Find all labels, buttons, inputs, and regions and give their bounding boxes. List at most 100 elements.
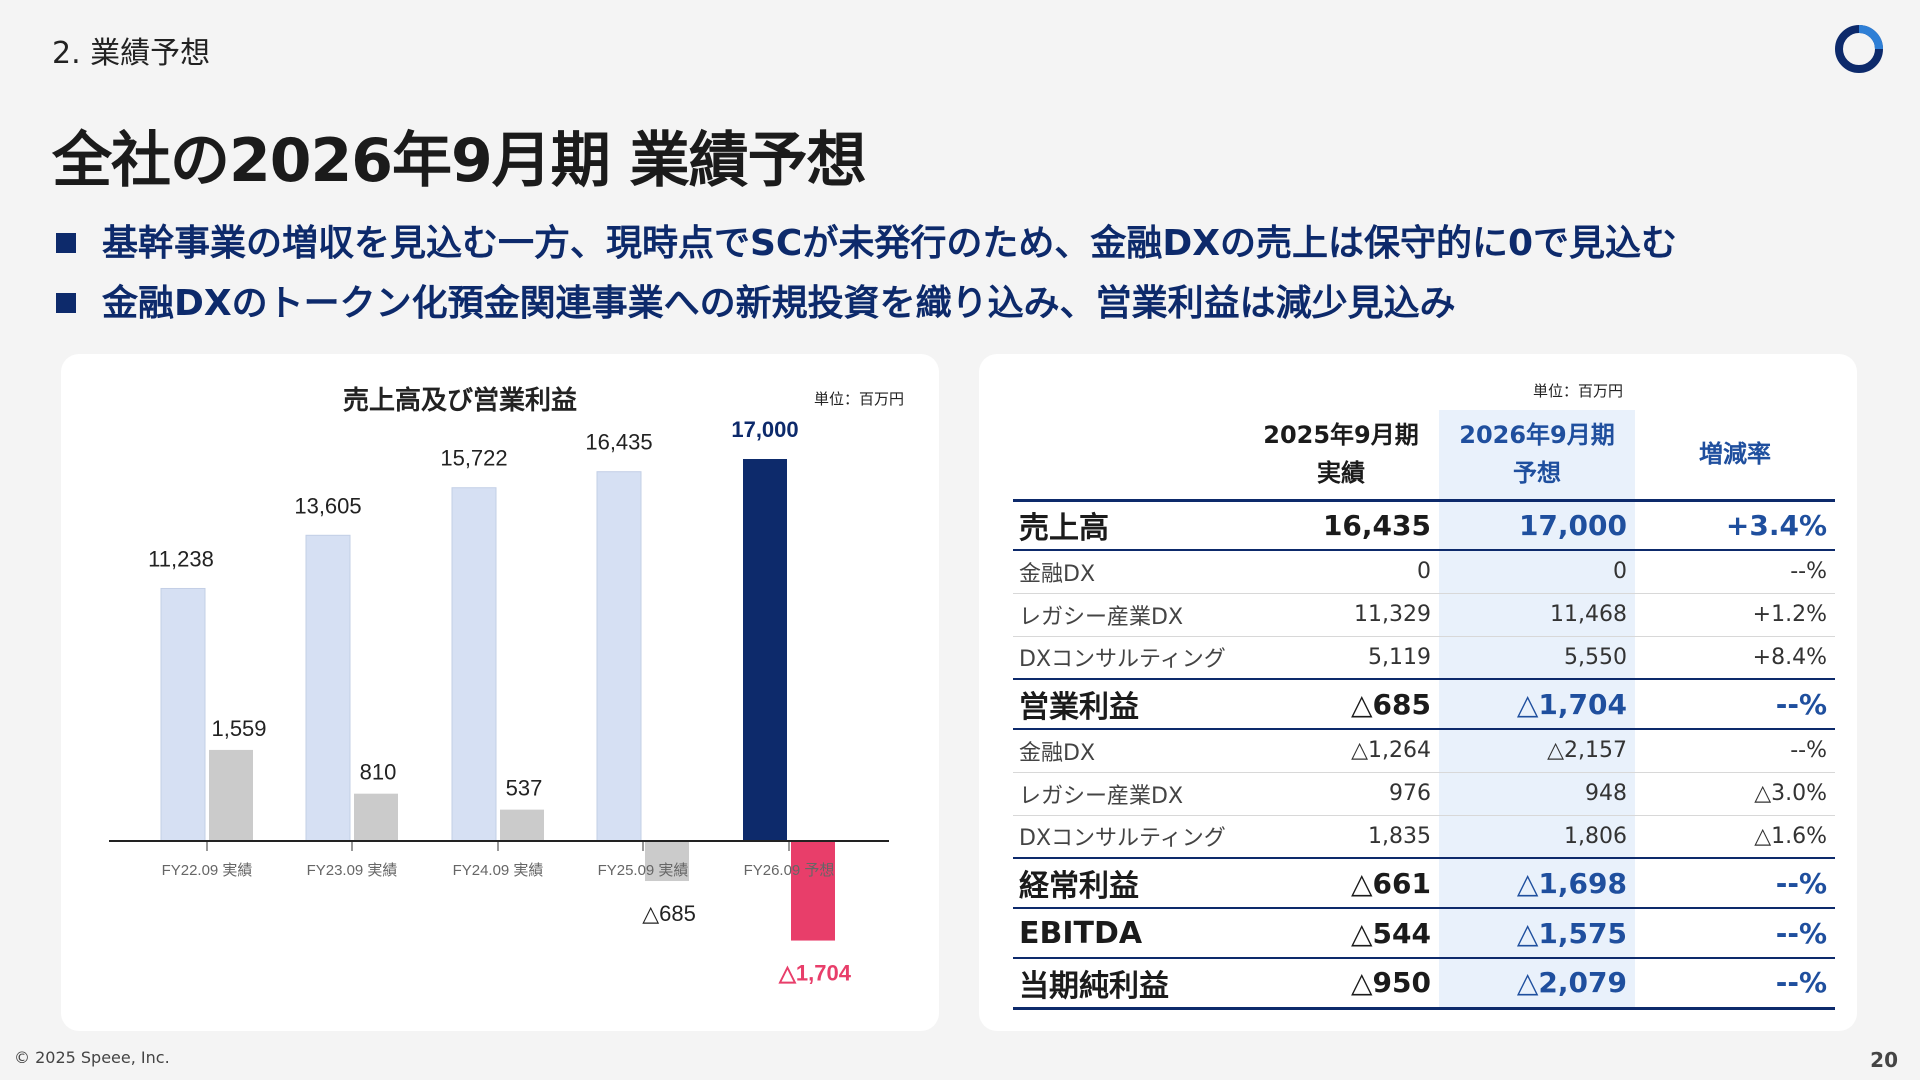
row-label: 売上高 [1013, 498, 1243, 551]
cell-fy2026: 1,806 [1439, 815, 1635, 859]
square-bullet-icon [56, 293, 76, 313]
cell-fy2025: △544 [1243, 908, 1439, 959]
table-row: DXコンサルティング 5,119 5,550 +8.4% [1013, 636, 1835, 680]
row-label: 金融DX [1013, 729, 1243, 773]
chart-unit-label: 単位：百万円 [814, 390, 905, 408]
cell-fy2025: 0 [1243, 550, 1439, 594]
x-axis-tick-label: FY23.09 実績 [307, 862, 398, 879]
cell-rate: +1.2% [1635, 593, 1835, 637]
cell-fy2026: 11,468 [1439, 593, 1635, 637]
chart-panel: 売上高及び営業利益 単位：百万円 11,238 1,559 FY22.09 実績 13… [61, 354, 939, 1031]
cell-fy2026: 0 [1439, 550, 1635, 594]
cell-rate: △1.6% [1635, 815, 1835, 859]
profit-data-label: 810 [360, 760, 397, 785]
row-label: DXコンサルティング [1013, 815, 1243, 859]
revenue-data-label: 16,435 [585, 430, 652, 455]
table-row: 売上高 16,435 17,000 +3.4% [1013, 498, 1835, 551]
cell-rate: --% [1635, 729, 1835, 773]
header-fy2025-line1: 2025年9月期 [1263, 421, 1419, 450]
cell-fy2025: △950 [1243, 958, 1439, 1010]
cell-fy2025: 16,435 [1243, 498, 1439, 551]
cell-rate: △3.0% [1635, 772, 1835, 816]
table-row: レガシー産業DX 976 948 △3.0% [1013, 772, 1835, 816]
profit-data-label: △1,704 [778, 961, 852, 986]
cell-fy2025: 5,119 [1243, 636, 1439, 680]
table-row: 営業利益 △685 △1,704 --% [1013, 679, 1835, 730]
square-bullet-icon [56, 233, 76, 253]
profit-bar [500, 809, 544, 841]
table-row: 金融DX 0 0 --% [1013, 550, 1835, 594]
row-label: レガシー産業DX [1013, 593, 1243, 637]
cell-fy2025: 1,835 [1243, 815, 1439, 859]
cell-fy2025: 976 [1243, 772, 1439, 816]
cell-fy2026: △1,575 [1439, 908, 1635, 959]
bullet-list: 基幹事業の増収を見込む一方、現時点でSCが未発行のため、金融DXの売上は保守的に… [56, 210, 1677, 330]
row-label: DXコンサルティング [1013, 636, 1243, 680]
profit-data-label: 537 [506, 776, 543, 801]
header-fy2026-line1: 2026年9月期 [1459, 421, 1615, 450]
profit-bar [354, 793, 398, 841]
revenue-bar [451, 487, 497, 842]
row-label: レガシー産業DX [1013, 772, 1243, 816]
table-panel: 単位：百万円 2025年9月期 実績 2026年9月期 予想 増減率 売上高 [979, 354, 1857, 1031]
table-row: 経常利益 △661 △1,698 --% [1013, 858, 1835, 909]
row-label: 当期純利益 [1013, 958, 1243, 1010]
cell-rate: --% [1635, 958, 1835, 1010]
x-axis-tick-label: FY22.09 実績 [162, 862, 253, 879]
row-label: 経常利益 [1013, 858, 1243, 909]
profit-data-label: △685 [642, 901, 696, 926]
bullet-text: 基幹事業の増収を見込む一方、現時点でSCが未発行のため、金融DXの売上は保守的に… [102, 223, 1678, 264]
revenue-profit-chart: 11,238 1,559 FY22.09 実績 13,605 810 FY23.09 実績… [109, 417, 889, 986]
cell-rate: --% [1635, 550, 1835, 594]
bullet-text: 金融DXのトークン化預金関連事業への新規投資を織り込み、営業利益は減少見込み [102, 283, 1456, 324]
header-fy2026: 2026年9月期 予想 [1439, 410, 1635, 500]
row-label: EBITDA [1013, 908, 1243, 959]
cell-fy2026: 948 [1439, 772, 1635, 816]
bullet-item: 金融DXのトークン化預金関連事業への新規投資を織り込み、営業利益は減少見込み [56, 270, 1677, 330]
profit-bar [209, 749, 253, 841]
header-fy2025: 2025年9月期 実績 [1243, 410, 1439, 500]
bullet-item: 基幹事業の増収を見込む一方、現時点でSCが未発行のため、金融DXの売上は保守的に… [56, 210, 1677, 270]
revenue-bar [305, 534, 351, 842]
table-row: レガシー産業DX 11,329 11,468 +1.2% [1013, 593, 1835, 637]
header-rate: 増減率 [1699, 440, 1771, 469]
table-unit-label: 単位：百万円 [1533, 382, 1624, 400]
revenue-bar [160, 587, 206, 842]
profit-bar [645, 841, 689, 882]
table-header-row: 2025年9月期 実績 2026年9月期 予想 増減率 [1013, 410, 1835, 500]
revenue-data-label: 17,000 [731, 417, 798, 442]
page-number: 20 [1870, 1048, 1898, 1072]
table-row: DXコンサルティング 1,835 1,806 △1.6% [1013, 815, 1835, 859]
row-label: 営業利益 [1013, 679, 1243, 730]
revenue-data-label: 11,238 [148, 546, 214, 571]
cell-fy2026: △2,079 [1439, 958, 1635, 1010]
cell-fy2026: 17,000 [1439, 498, 1635, 551]
x-axis-tick-label: FY26.09 予想 [744, 862, 835, 879]
header-fy2026-line2: 予想 [1513, 459, 1561, 488]
company-logo-icon [1835, 25, 1883, 73]
revenue-data-label: 13,605 [294, 493, 361, 518]
profit-bar [791, 841, 835, 941]
cell-fy2025: △685 [1243, 679, 1439, 730]
revenue-bar [596, 471, 642, 842]
cell-fy2026: △1,704 [1439, 679, 1635, 730]
cell-rate: --% [1635, 908, 1835, 959]
row-label: 金融DX [1013, 550, 1243, 594]
cell-rate: --% [1635, 679, 1835, 730]
revenue-bar [743, 459, 787, 841]
page-title: 全社の2026年9月期 業績予想 [52, 126, 867, 196]
cell-fy2026: 5,550 [1439, 636, 1635, 680]
profit-data-label: 1,559 [211, 716, 266, 741]
x-axis-tick-label: FY24.09 実績 [453, 862, 544, 879]
table-row: 当期純利益 △950 △2,079 --% [1013, 958, 1835, 1010]
cell-rate: --% [1635, 858, 1835, 909]
cell-fy2026: △1,698 [1439, 858, 1635, 909]
cell-fy2025: 11,329 [1243, 593, 1439, 637]
revenue-data-label: 15,722 [440, 446, 507, 471]
cell-fy2025: △661 [1243, 858, 1439, 909]
cell-fy2026: △2,157 [1439, 729, 1635, 773]
table-row: EBITDA △544 △1,575 --% [1013, 908, 1835, 959]
chart-title: 売上高及び営業利益 [342, 386, 577, 416]
x-axis-tick-label: FY25.09 実績 [598, 862, 689, 879]
cell-rate: +8.4% [1635, 636, 1835, 680]
